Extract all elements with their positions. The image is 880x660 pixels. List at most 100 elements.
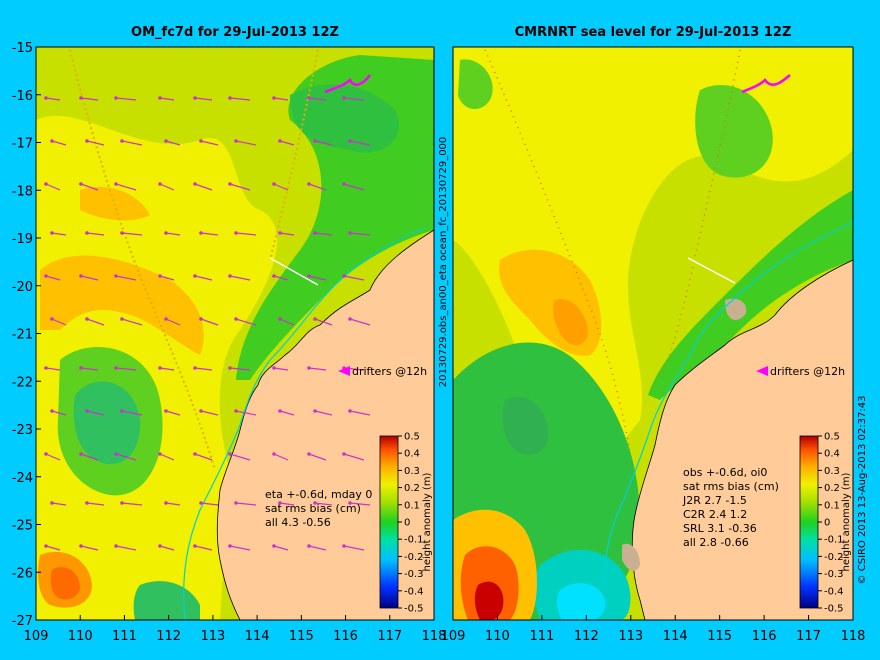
x-tick-label: 116: [333, 629, 358, 644]
drifter-arrow: [235, 318, 257, 326]
drifter-arrow: [159, 545, 175, 551]
colorbar-tick-label: -0.2: [404, 552, 424, 563]
drifter-arrow-head: [234, 317, 238, 321]
drifter-arrow-head: [228, 96, 232, 100]
drifter-arrow-head: [44, 96, 48, 100]
stats-line: obs +-0.6d, oi0: [683, 466, 767, 479]
drifter-arrow: [229, 545, 251, 551]
drifter-arrow-head: [114, 544, 118, 548]
drifter-arrow-head: [120, 139, 124, 143]
x-tick-label: 109: [441, 629, 466, 644]
drifter-arrow: [343, 545, 365, 551]
drifter-arrow: [314, 502, 333, 506]
drifter-arrow-head: [44, 274, 48, 278]
drifter-arrow-head: [164, 139, 168, 143]
stats-line: SRL 3.1 -0.36: [683, 522, 757, 535]
drifter-arrow: [80, 545, 99, 551]
drifter-arrow: [349, 140, 371, 146]
colorbar-tick-label: -0.4: [824, 586, 844, 597]
drifter-arrow: [308, 453, 327, 461]
drifter-arrow-head: [79, 274, 83, 278]
y-tick-label: -15: [12, 41, 33, 56]
drifter-arrow: [349, 410, 371, 416]
x-tick-label: 117: [796, 629, 821, 644]
colorbar-tick-label: 0.1: [824, 500, 840, 511]
drifter-arrow-head: [234, 501, 238, 505]
drifter-arrow-head: [348, 501, 352, 505]
left-field-yellow: [36, 115, 278, 620]
drifter-arrow: [121, 410, 143, 416]
left-field-green-shelf-dark: [290, 84, 399, 153]
stats-line: sat rms bias (cm): [683, 480, 779, 493]
drifter-arrow: [308, 97, 327, 101]
drifter-arrow-head: [313, 317, 317, 321]
colorbar-tick-label: 0: [404, 518, 410, 529]
drifter-arrow-head: [307, 96, 311, 100]
drifter-arrow-head: [348, 139, 352, 143]
drifter-arrow: [273, 97, 289, 101]
drifter-arrow-head: [278, 409, 282, 413]
drifter-arrow-head: [85, 317, 89, 321]
drifter-arrow-head: [272, 544, 276, 548]
x-tick-label: 111: [529, 629, 554, 644]
drifter-arrow: [343, 275, 365, 281]
colorbar-tick-label: 0.5: [824, 432, 840, 443]
colorbar-tick-label: -0.5: [404, 604, 424, 615]
drifter-arrow: [308, 275, 327, 281]
colorbar-tick-label: -0.4: [404, 586, 424, 597]
drifter-arrow: [314, 410, 333, 416]
drifter-arrow-head: [342, 274, 346, 278]
colorbar-tick-label: -0.2: [824, 552, 844, 563]
drifter-arrow: [86, 502, 105, 506]
y-tick-label: -25: [12, 519, 33, 534]
drifter-arrow: [45, 367, 61, 371]
stats-line: sat rms bias (cm): [265, 502, 361, 515]
drifter-arrow: [273, 367, 289, 371]
drifter-arrow: [308, 545, 327, 551]
drifter-arrow: [349, 232, 371, 236]
left-coast-line: [183, 227, 426, 620]
drifter-arrow-head: [199, 231, 203, 235]
colorbar-tick-label: -0.5: [824, 604, 844, 615]
colorbar-tick-label: -0.3: [404, 569, 424, 580]
drifter-arrow: [80, 275, 99, 281]
drifter-arrow-head: [50, 231, 54, 235]
y-tick-label: -24: [12, 471, 33, 486]
drifter-arrow-head: [120, 409, 124, 413]
drifter-arrow: [165, 502, 181, 506]
drifter-arrow: [51, 232, 67, 236]
drifter-arrow-head: [164, 317, 168, 321]
drifter-arrow: [235, 410, 257, 416]
drifter-arrow: [279, 318, 295, 326]
drifter-arrow-head: [342, 96, 346, 100]
drifter-arrow: [314, 318, 333, 326]
colorbar-tick-label: 0.4: [404, 449, 420, 460]
drifter-arrow: [343, 97, 365, 101]
drifter-arrow: [343, 183, 365, 191]
drifter-arrow-head: [199, 317, 203, 321]
drifter-arrow-head: [307, 366, 311, 370]
drifter-arrow: [194, 453, 213, 461]
drifter-arrow-head: [193, 182, 197, 186]
left-field-green-south-dark: [73, 381, 141, 465]
left-colorbar-ticks: 0.5 0.4 0.3 0.2 0.1 0 -0.1 -0.2 -0.3 -0.4 -0.5: [398, 432, 424, 615]
drifter-arrow: [115, 367, 137, 371]
drifter-arrow: [45, 97, 61, 101]
drifter-arrow: [159, 367, 175, 371]
drifter-arrow-head: [120, 231, 124, 235]
stats-line: eta +-0.6d, mday 0: [265, 488, 372, 501]
right-field-green-north: [458, 59, 493, 110]
left-y-ticks: -15 -16 -17 -18 -19 -20 -21 -22 -23 -24 -25 -26 -27: [12, 41, 41, 629]
drifter-arrow-head: [272, 96, 276, 100]
y-tick-label: -16: [12, 89, 33, 104]
drifter-arrow: [229, 183, 251, 191]
drifter-arrow: [115, 183, 137, 191]
drifter-arrow: [194, 183, 213, 191]
drifter-arrow-head: [278, 139, 282, 143]
drifter-arrow-head: [272, 274, 276, 278]
drifter-arrow-head: [158, 366, 162, 370]
drifter-arrow-head: [114, 96, 118, 100]
right-colorbar-label: height anomaly (m): [841, 472, 852, 571]
